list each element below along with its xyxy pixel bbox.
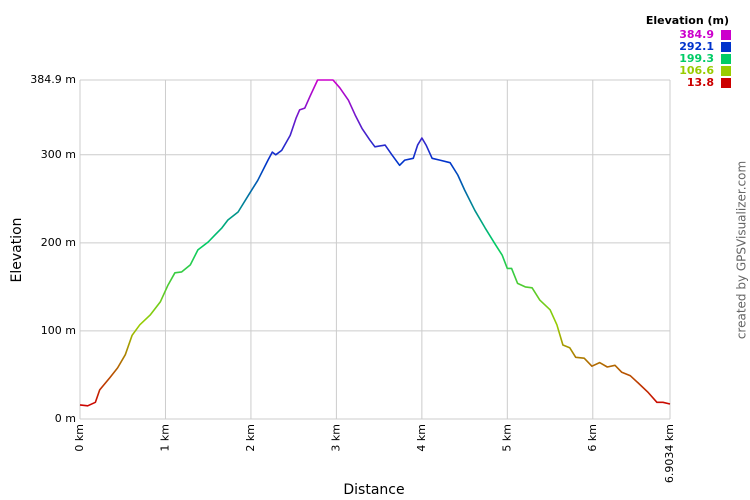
x-tick-label: 2 km	[244, 424, 257, 452]
x-tick-label: 6 km	[586, 424, 599, 452]
legend-label: 13.8	[687, 76, 714, 89]
legend-swatch	[721, 54, 731, 64]
legend-swatch	[721, 78, 731, 88]
x-tick-label: 4 km	[415, 424, 428, 452]
legend-swatch	[721, 42, 731, 52]
legend-label: 292.1	[679, 40, 714, 53]
y-axis-title: Elevation	[9, 217, 25, 282]
y-tick-label: 200 m	[41, 236, 76, 249]
x-tick-label: 0 km	[73, 424, 86, 452]
legend-swatch	[721, 66, 731, 76]
legend-label: 384.9	[679, 28, 714, 41]
y-tick-label: 384.9 m	[30, 73, 76, 86]
legend-swatch	[721, 30, 731, 40]
x-tick-label: 1 km	[158, 424, 171, 452]
legend-label: 199.3	[679, 52, 714, 65]
legend-label: 106.6	[679, 64, 714, 77]
legend-title: Elevation (m)	[646, 14, 729, 27]
x-axis-title: Distance	[343, 482, 404, 498]
elevation-line	[79, 79, 671, 407]
y-tick-label: 100 m	[41, 324, 76, 337]
credit: created by GPSVisualizer.com	[735, 161, 749, 339]
x-tick-label: 6.9034 km	[663, 424, 676, 483]
y-tick-label: 0 m	[55, 412, 76, 425]
x-tick-label: 3 km	[329, 424, 342, 452]
y-tick-label: 300 m	[41, 148, 76, 161]
x-tick-label: 5 km	[500, 424, 513, 452]
